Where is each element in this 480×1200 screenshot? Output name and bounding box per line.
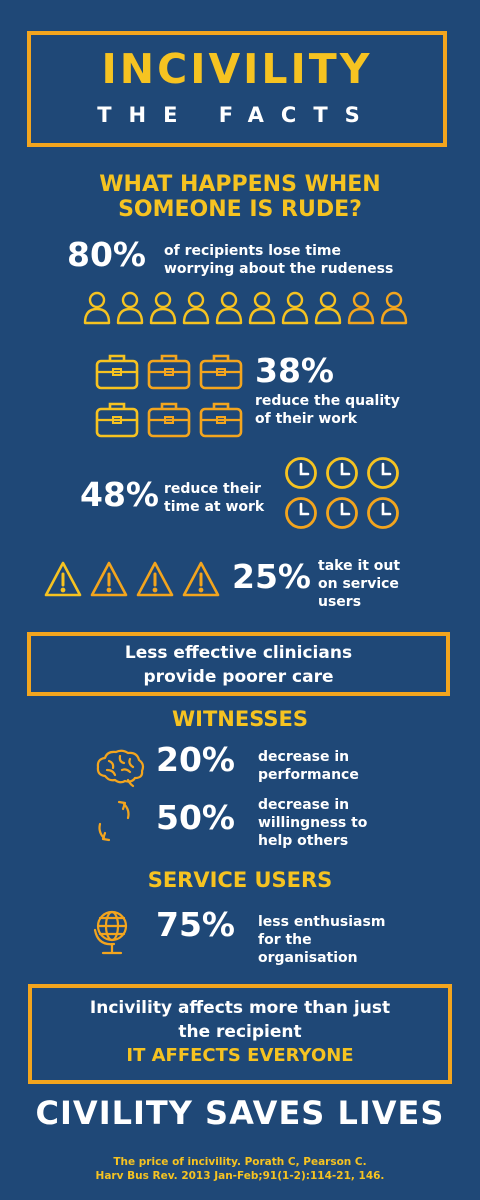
stat-48-line-1: reduce their xyxy=(164,481,261,497)
briefcase-icon xyxy=(147,402,191,438)
person-icon xyxy=(149,291,177,325)
page-subtitle: THE FACTS xyxy=(97,103,377,127)
person-icon xyxy=(182,291,210,325)
clock-icon xyxy=(326,497,358,529)
stat-25-value: 25% xyxy=(232,557,311,596)
person-icon xyxy=(116,291,144,325)
stat-38-value: 38% xyxy=(255,351,334,390)
stat-25-line-3: users xyxy=(318,594,362,610)
briefcases-grid xyxy=(95,354,243,438)
stat-38-line-1: reduce the quality xyxy=(255,393,400,409)
clocks-grid xyxy=(285,457,399,529)
witnesses-heading: WITNESSES xyxy=(172,707,308,731)
stat-75-value: 75% xyxy=(156,905,235,944)
question-line-1: WHAT HAPPENS WHEN xyxy=(99,172,381,197)
stat-25-text: take it out on service users xyxy=(318,557,400,611)
clock-icon xyxy=(285,497,317,529)
stat-50-line-1: decrease in xyxy=(258,797,350,813)
briefcase-icon xyxy=(199,354,243,390)
footer-title: CIVILITY SAVES LIVES xyxy=(35,1094,445,1132)
stat-38-text: reduce the quality of their work xyxy=(255,392,400,428)
person-icon xyxy=(281,291,309,325)
stat-20-line-2: performance xyxy=(258,767,359,783)
person-icon xyxy=(215,291,243,325)
stat-20-line-1: decrease in xyxy=(258,749,350,765)
globe-icon xyxy=(93,910,128,955)
page-title: INCIVILITY xyxy=(101,45,373,93)
title-box: INCIVILITY THE FACTS xyxy=(27,31,447,147)
stat-50-text: decrease in willingness to help others xyxy=(258,796,367,850)
stat-20-value: 20% xyxy=(156,740,235,779)
citation: The price of incivility. Porath C, Pears… xyxy=(0,1155,480,1183)
person-icon xyxy=(380,291,408,325)
stat-80-text: of recipients lose time worrying about t… xyxy=(164,242,393,278)
stat-50-line-2: willingness to xyxy=(258,815,368,831)
warnings-row xyxy=(44,561,220,597)
warning-icon xyxy=(90,561,128,597)
briefcase-icon xyxy=(199,402,243,438)
briefcase-icon xyxy=(147,354,191,390)
callout-line-2: provide poorer care xyxy=(143,667,334,687)
stat-48-line-2: time at work xyxy=(164,499,265,515)
clock-icon xyxy=(367,457,399,489)
clock-icon xyxy=(326,457,358,489)
clock-icon xyxy=(367,497,399,529)
stat-25-line-1: take it out xyxy=(318,558,401,574)
stat-20-text: decrease in performance xyxy=(258,748,359,784)
warning-icon xyxy=(44,561,82,597)
stat-50-line-3: help others xyxy=(258,833,349,849)
person-icon xyxy=(347,291,375,325)
stat-38-line-2: of their work xyxy=(255,411,358,427)
briefcase-icon xyxy=(95,354,139,390)
clock-icon xyxy=(285,457,317,489)
stat-48-text: reduce their time at work xyxy=(164,480,264,516)
service-users-heading: SERVICE USERS xyxy=(147,868,333,892)
citation-line-1: The price of incivility. Porath C, Pears… xyxy=(113,1156,367,1168)
callout-line-1: Less effective clinicians xyxy=(124,643,353,663)
brain-icon xyxy=(96,749,145,788)
citation-line-2: Harv Bus Rev. 2013 Jan-Feb;91(1-2):114-2… xyxy=(95,1170,385,1182)
cycle-arrows-icon xyxy=(98,800,130,842)
person-icon xyxy=(248,291,276,325)
person-icon xyxy=(314,291,342,325)
warning-icon xyxy=(182,561,220,597)
everyone-callout-box: Incivility affects more than just the re… xyxy=(28,984,452,1084)
stat-75-line-1: less enthusiasm xyxy=(258,914,386,930)
everyone-line-3: IT AFFECTS EVERYONE xyxy=(126,1045,354,1066)
stat-48-value: 48% xyxy=(80,475,159,514)
persons-row xyxy=(83,291,408,325)
stat-75-line-3: organisation xyxy=(258,950,358,966)
stat-80-value: 80% xyxy=(67,235,146,274)
stat-50-value: 50% xyxy=(156,798,235,837)
person-icon xyxy=(83,291,111,325)
question-heading: WHAT HAPPENS WHEN SOMEONE IS RUDE? xyxy=(0,172,480,222)
stat-80-line-1: of recipients lose time xyxy=(164,243,341,259)
stat-75-line-2: for the xyxy=(258,932,312,948)
stat-75-text: less enthusiasm for the organisation xyxy=(258,913,385,967)
everyone-line-1: Incivility affects more than just xyxy=(89,998,391,1018)
stat-80-line-2: worrying about the rudeness xyxy=(164,261,394,277)
question-line-2: SOMEONE IS RUDE? xyxy=(118,197,362,222)
warning-icon xyxy=(136,561,174,597)
everyone-line-2: the recipient xyxy=(178,1022,302,1042)
clinicians-callout-box: Less effective clinicians provide poorer… xyxy=(27,632,450,696)
stat-25-line-2: on service xyxy=(318,576,399,592)
briefcase-icon xyxy=(95,402,139,438)
